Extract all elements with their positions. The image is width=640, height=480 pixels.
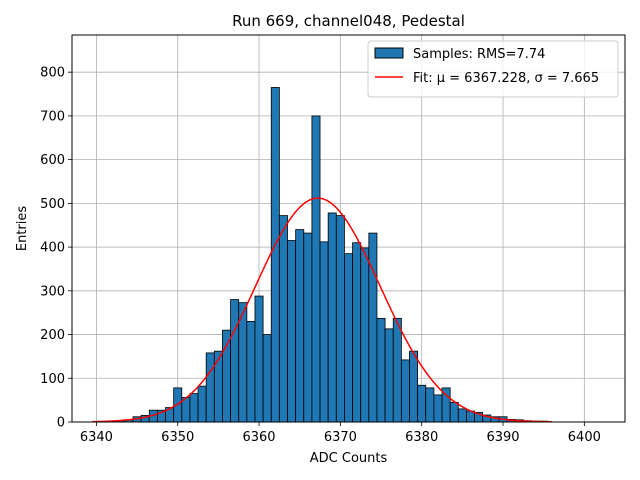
- histogram-bar: [213, 350, 223, 423]
- x-axis-ticks: 6340 6350 6360 6370 6380 6390 6400: [80, 422, 601, 445]
- y-tick-label: 700: [40, 109, 65, 124]
- histogram-bar: [278, 215, 288, 423]
- x-tick-label: 6350: [161, 430, 194, 445]
- grid: [72, 35, 625, 423]
- legend-label-samples: Samples: RMS=7.74: [413, 47, 545, 62]
- axes-frame: [71, 34, 626, 423]
- histogram-bar: [368, 232, 378, 423]
- y-tick-label: 300: [40, 284, 65, 299]
- gaussian-fit-line: [92, 197, 552, 423]
- legend: Samples: RMS=7.74 Fit: μ = 6367.228, σ =…: [367, 40, 619, 98]
- y-tick-label: 200: [40, 328, 65, 343]
- histogram-bar: [205, 352, 215, 423]
- y-axis-ticks: 0 100 200 300 400 500 600 700 800: [40, 66, 72, 431]
- x-tick-label: 6360: [242, 430, 275, 445]
- histogram-bar: [270, 87, 280, 423]
- histogram-bar: [376, 317, 386, 423]
- histogram-bar: [457, 408, 467, 423]
- histogram-bar: [384, 328, 394, 423]
- y-axis-label: Entries: [15, 206, 30, 252]
- histogram-bar: [262, 334, 272, 423]
- histogram-bar: [344, 253, 353, 423]
- histogram-bar: [425, 387, 435, 423]
- x-axis-label: ADC Counts: [310, 451, 388, 466]
- x-tick-label: 6390: [486, 430, 519, 445]
- x-tick-label: 6400: [568, 430, 601, 445]
- histogram-bar: [230, 299, 240, 423]
- y-tick-label: 0: [57, 416, 65, 431]
- histogram-bar: [295, 229, 305, 423]
- histogram-bar: [400, 359, 410, 423]
- y-tick-label: 500: [40, 197, 65, 212]
- histogram-bar: [327, 212, 337, 423]
- histogram-bar: [352, 242, 362, 423]
- histogram-bar: [360, 247, 370, 423]
- histogram-bar: [197, 385, 207, 423]
- histogram-bar: [303, 232, 313, 423]
- histogram-bar: [449, 401, 459, 423]
- y-tick-label: 800: [40, 66, 65, 81]
- chart-title: Run 669, channel048, Pedestal: [232, 12, 465, 30]
- histogram-bar: [433, 394, 443, 423]
- histogram-bar: [311, 115, 321, 423]
- y-tick-label: 100: [40, 372, 65, 387]
- histogram-bars: [116, 87, 549, 423]
- histogram-bar: [254, 295, 264, 423]
- histogram-bar: [335, 215, 345, 423]
- histogram-bar: [189, 393, 199, 423]
- histogram-bar: [392, 317, 402, 423]
- legend-box: [367, 40, 619, 98]
- histogram-bar: [246, 321, 256, 423]
- y-tick-label: 400: [40, 241, 65, 256]
- legend-label-fit: Fit: μ = 6367.228, σ = 7.665: [413, 71, 599, 86]
- legend-swatch-samples: [374, 47, 404, 59]
- histogram-bar: [287, 240, 297, 423]
- x-tick-label: 6340: [80, 430, 113, 445]
- y-tick-label: 600: [40, 153, 65, 168]
- x-tick-label: 6380: [405, 430, 438, 445]
- histogram-bar: [319, 241, 329, 423]
- x-tick-label: 6370: [324, 430, 357, 445]
- histogram-bar: [409, 350, 419, 423]
- histogram-bar: [417, 384, 427, 423]
